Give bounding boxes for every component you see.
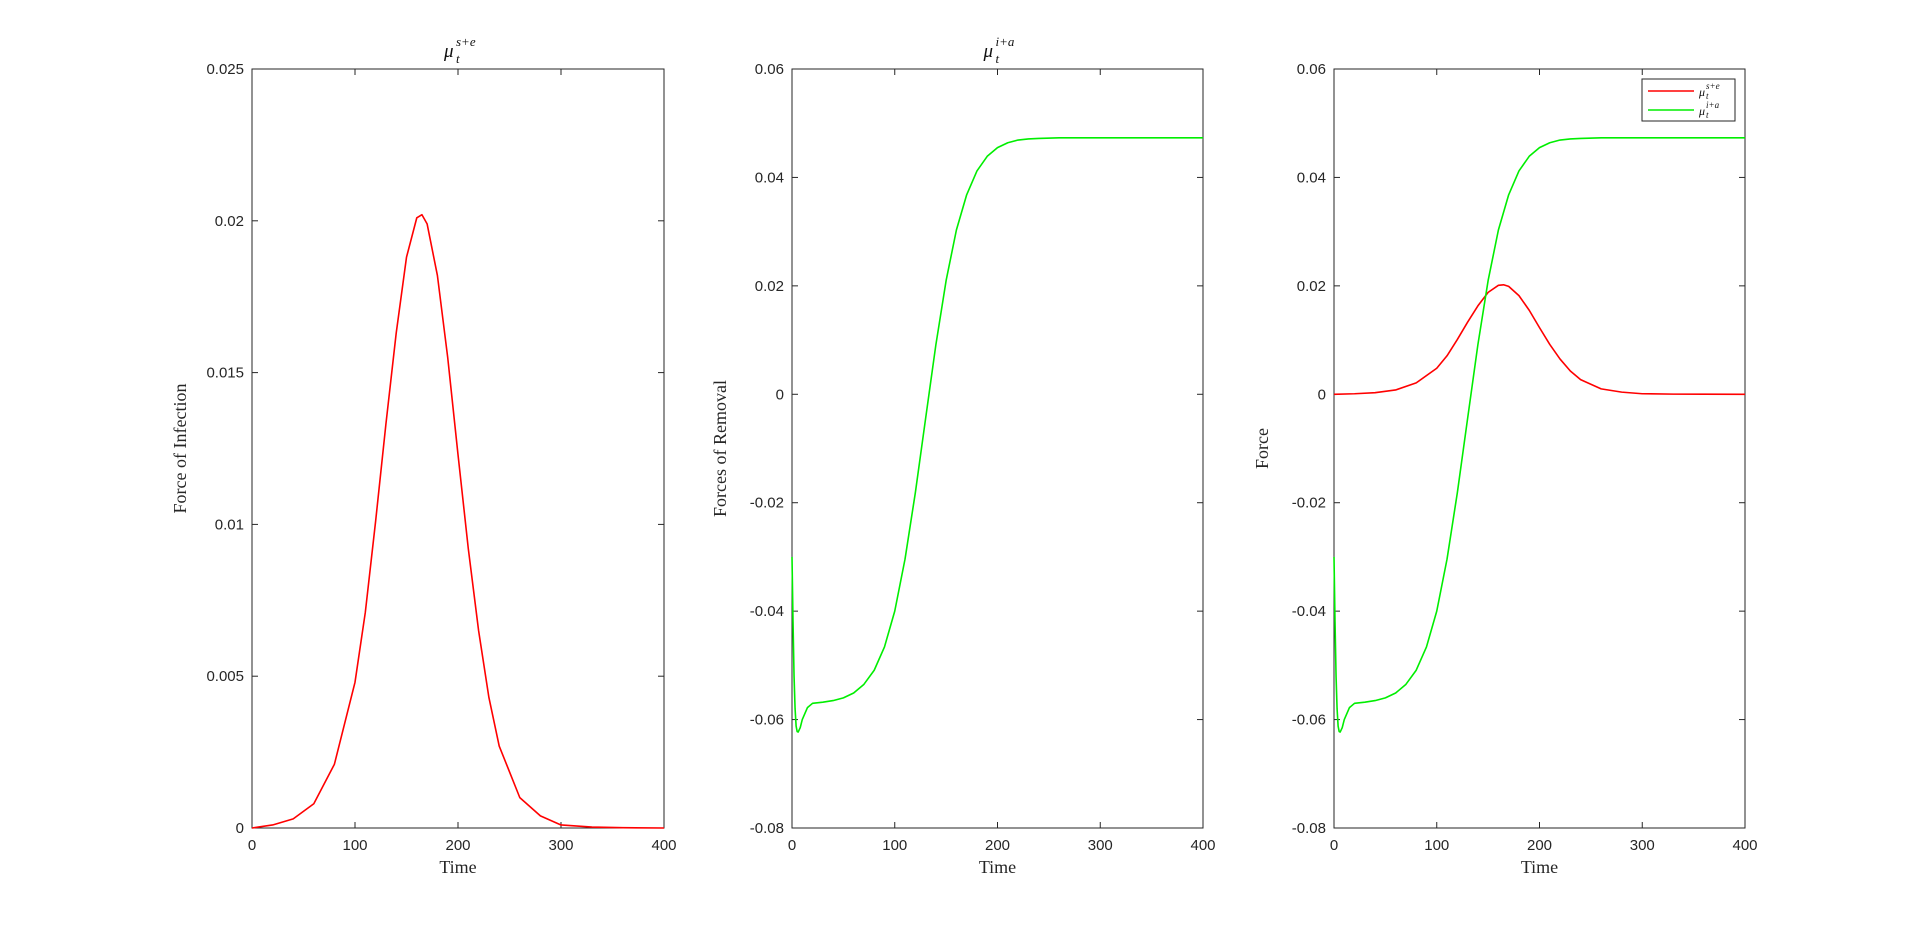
y-tick-label: 0.025 [206, 61, 244, 78]
legend-superscript: i+a [1706, 100, 1720, 110]
y-tick-label: 0.02 [215, 213, 244, 230]
y-tick-label: 0.06 [755, 61, 784, 78]
y-tick-label: -0.08 [1292, 820, 1326, 837]
y-tick-label: 0 [1318, 386, 1326, 403]
x-tick-label: 400 [1732, 837, 1757, 854]
y-tick-label: 0.02 [755, 278, 784, 295]
chart-panel-2: 0 100 200 300 400 -0.08 -0.06 -0.04 -0.02 0 0.02 0.… [710, 34, 1216, 877]
legend-subscript: t [1706, 91, 1709, 101]
legend-superscript: s+e [1706, 81, 1720, 91]
chart-title-subscript: t [996, 51, 1000, 66]
y-tick-label: -0.04 [1292, 603, 1326, 620]
chart-title-symbol: μ [443, 41, 454, 62]
chart-title-subscript: t [456, 51, 460, 66]
y-tick-label: 0.015 [206, 365, 244, 382]
y-tick-label: 0.01 [215, 516, 244, 533]
chart-title-superscript: i+a [996, 34, 1015, 49]
chart-panel-3: 0 100 200 300 400 -0.08 -0.06 -0.04 -0.02 0 0.02 0.… [1252, 61, 1758, 877]
x-tick-label: 300 [548, 837, 573, 854]
series-line-1 [251, 213, 665, 829]
y-axis-label: Forces of Removal [710, 380, 730, 517]
x-axis-label: Time [1521, 857, 1558, 877]
y-tick-label: -0.08 [750, 820, 784, 837]
x-tick-label: 300 [1630, 837, 1655, 854]
y-tick-label: 0 [776, 386, 784, 403]
chart-title: μ t i+a [983, 34, 1015, 66]
legend-box [1641, 78, 1736, 122]
chart-panel-1: 0 100 200 300 400 0 0.005 0.01 0.015 0.02 0.025 Tim… [170, 34, 677, 877]
x-axis-label: Time [439, 857, 476, 877]
x-tick-label: 100 [1424, 837, 1449, 854]
x-tick-label: 0 [1330, 837, 1338, 854]
y-tick-label: 0 [236, 820, 244, 837]
legend-symbol: μ [1698, 85, 1705, 99]
chart-title-superscript: s+e [456, 34, 476, 49]
y-tick-label: 0.005 [206, 668, 244, 685]
y-tick-label: -0.02 [750, 495, 784, 512]
x-tick-label: 400 [1190, 837, 1215, 854]
y-tick-label: 0.04 [755, 169, 784, 186]
y-tick-label: 0.04 [1297, 169, 1326, 186]
x-tick-label: 400 [651, 837, 676, 854]
x-tick-label: 200 [985, 837, 1010, 854]
series-line-1 [1333, 283, 1746, 396]
x-tick-label: 200 [445, 837, 470, 854]
y-tick-label: -0.04 [750, 603, 784, 620]
x-axis-label: Time [979, 857, 1016, 877]
plot-area [1333, 68, 1746, 829]
x-tick-label: 0 [788, 837, 796, 854]
y-axis-label: Force of Infection [170, 384, 190, 514]
series-line-1 [791, 137, 1203, 733]
legend-entry-1: μ ts+e [1698, 81, 1720, 101]
y-tick-label: -0.06 [750, 712, 784, 729]
y-tick-label: -0.02 [1292, 495, 1326, 512]
y-axis-label: Force [1252, 428, 1272, 469]
y-tick-label: -0.06 [1292, 712, 1326, 729]
series-line-2 [1333, 137, 1745, 733]
chart-title: μ t s+e [443, 34, 476, 66]
plot-area [791, 68, 1204, 829]
legend: μ ts+eμ ti+a [1641, 78, 1736, 122]
chart-title-symbol: μ [983, 41, 994, 62]
x-tick-label: 100 [342, 837, 367, 854]
y-tick-label: 0.06 [1297, 61, 1326, 78]
y-tick-label: 0.02 [1297, 278, 1326, 295]
x-tick-label: 100 [882, 837, 907, 854]
x-tick-label: 300 [1088, 837, 1113, 854]
x-tick-label: 200 [1527, 837, 1552, 854]
legend-entry-2: μ ti+a [1698, 100, 1720, 120]
legend-symbol: μ [1698, 104, 1705, 118]
x-tick-label: 0 [248, 837, 256, 854]
legend-subscript: t [1706, 110, 1709, 120]
